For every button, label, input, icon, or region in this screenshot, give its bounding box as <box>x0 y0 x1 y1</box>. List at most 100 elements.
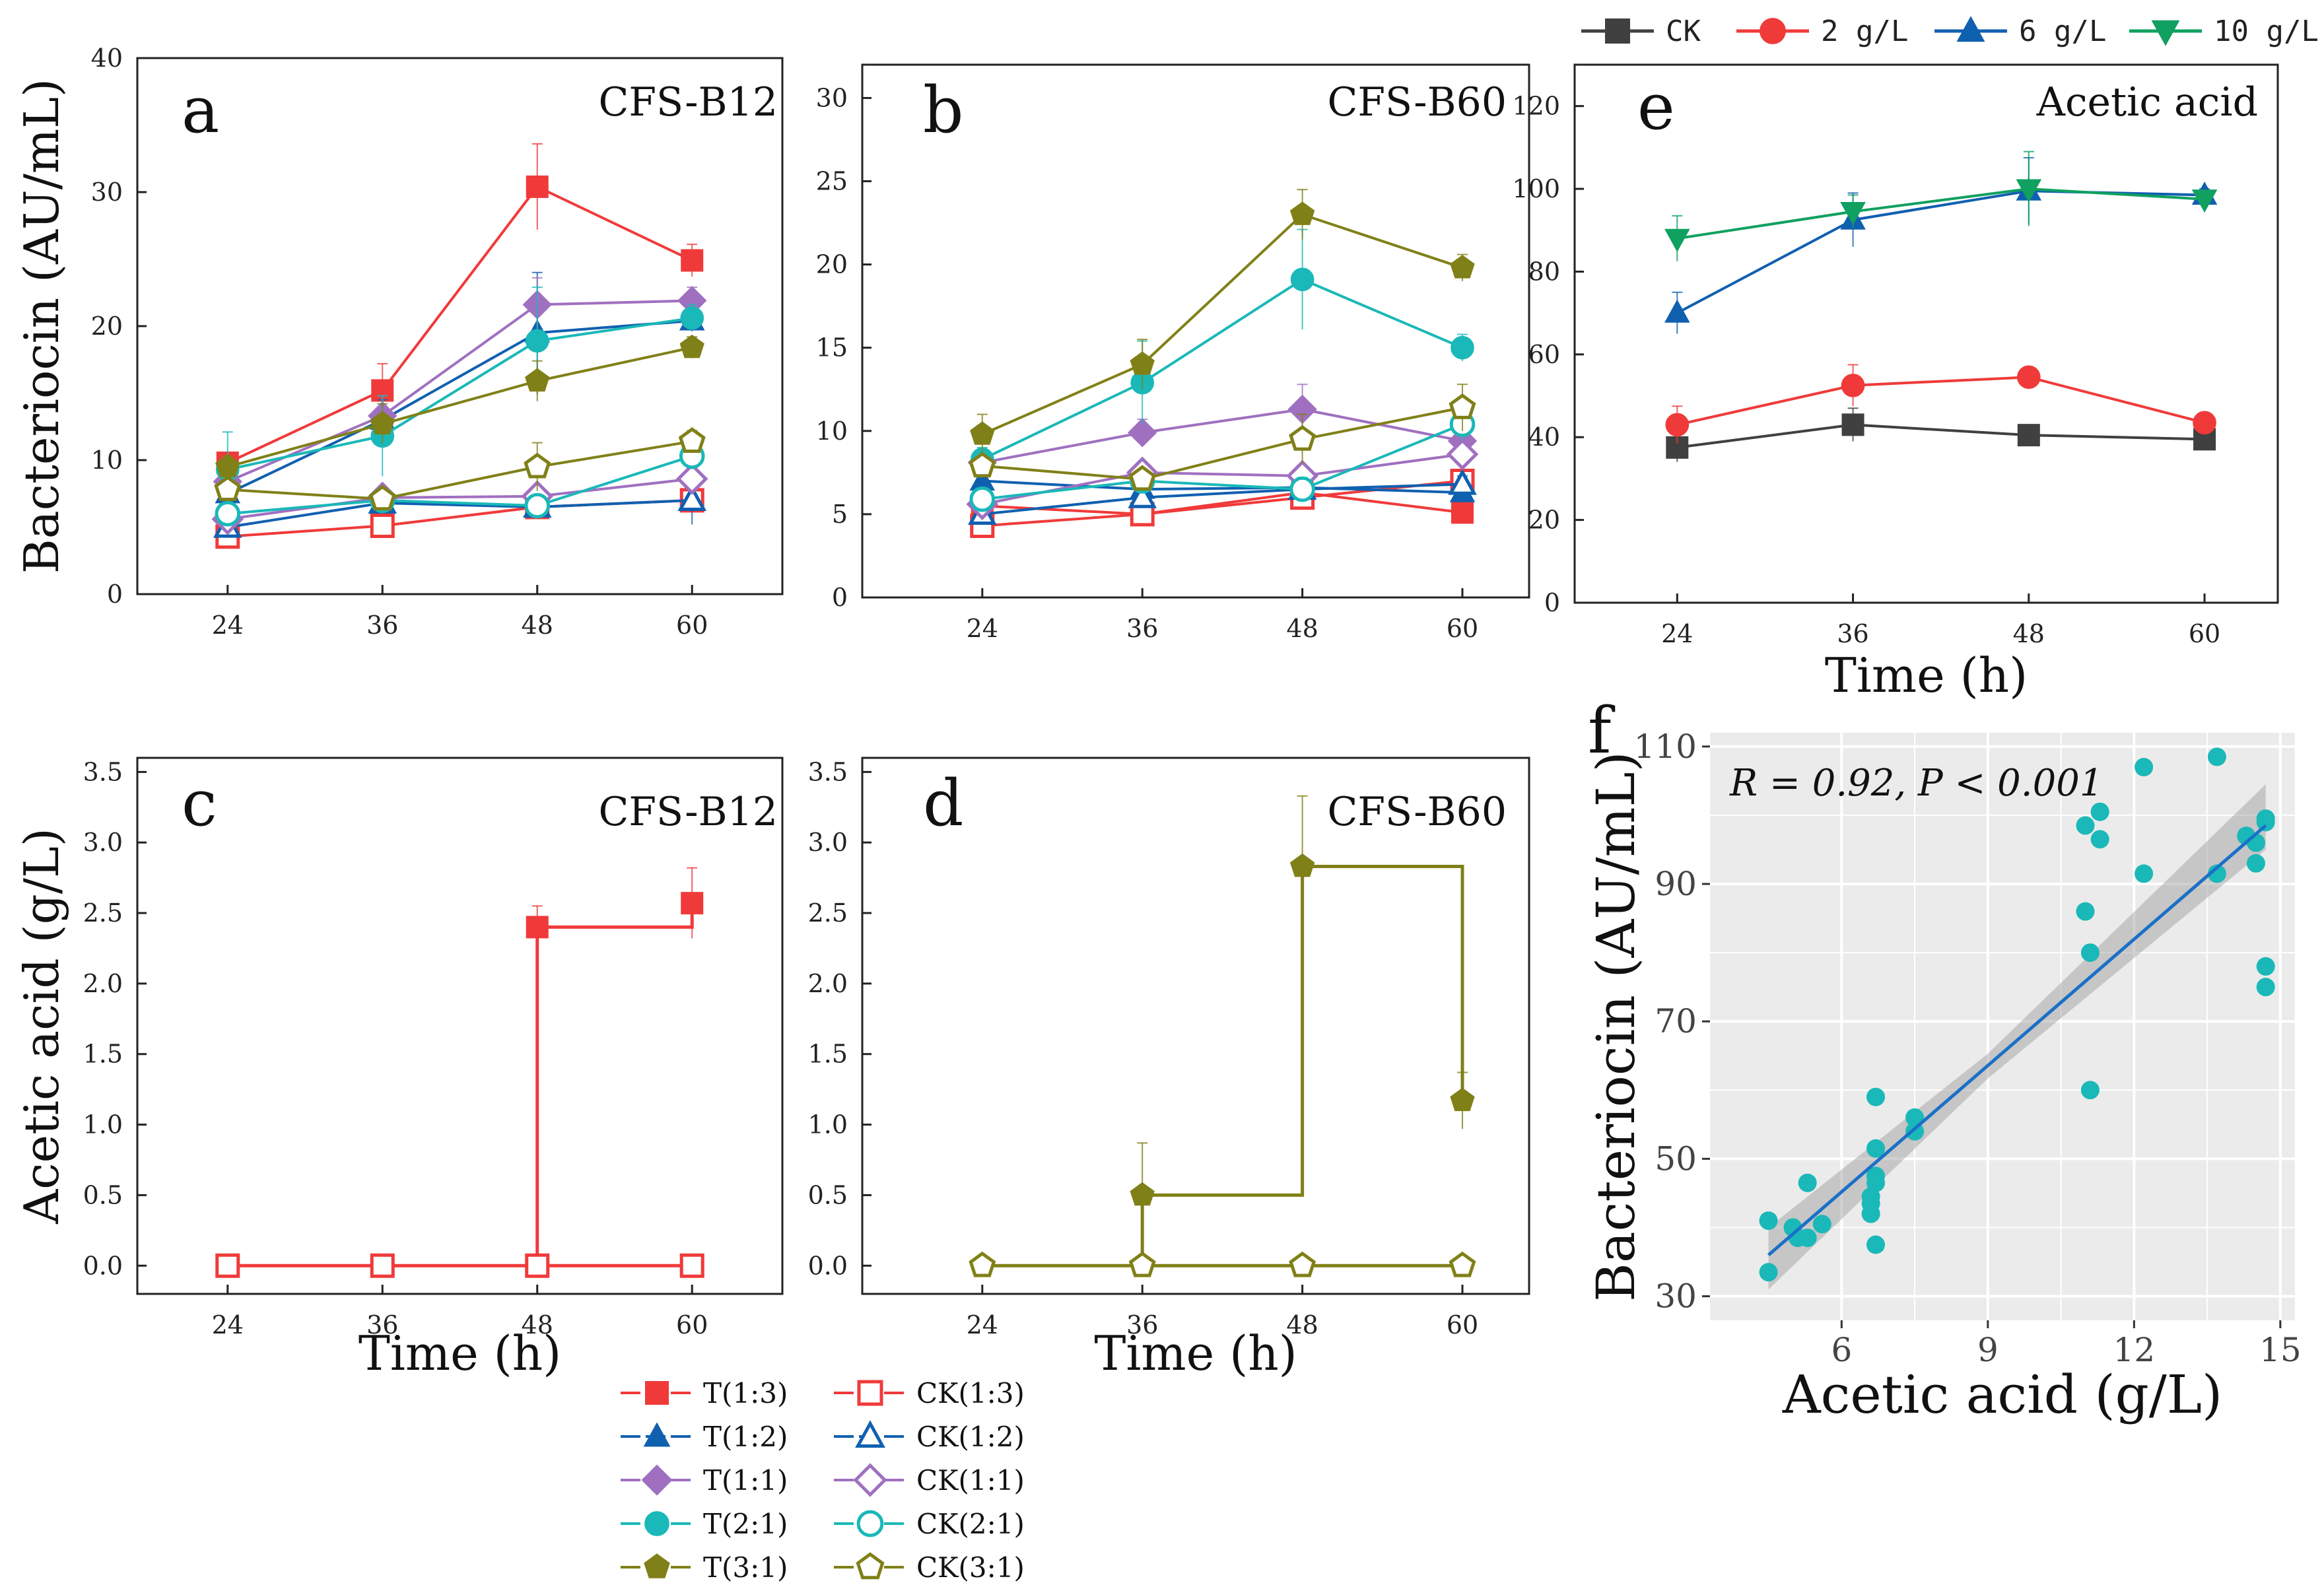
data-point <box>679 1253 704 1278</box>
scatter-point <box>2135 758 2154 777</box>
data-point <box>675 463 708 495</box>
series-T(1:3) <box>216 143 704 475</box>
series-T(1:3) <box>526 867 704 1266</box>
x-tick-label: 36 <box>366 1310 398 1339</box>
stats-annotation: R = 0.92, P < 0.001 <box>1729 762 2103 805</box>
data-point <box>970 421 995 445</box>
data-point <box>969 486 996 512</box>
series-2 g/L <box>1665 364 2216 444</box>
data-point <box>1289 853 1315 877</box>
scatter-point <box>2256 957 2275 976</box>
data-point <box>1840 201 1866 226</box>
legend-label: CK(1:3) <box>916 1377 1025 1409</box>
y-axis-label: Bacteriocin (AU/mL) <box>1585 751 1647 1302</box>
plot-frame <box>861 757 1530 1295</box>
x-tick-label: 48 <box>1286 614 1318 643</box>
y-tick-label: 50 <box>1655 1139 1697 1178</box>
panel-letter: c <box>182 766 217 840</box>
data-point <box>679 334 704 358</box>
legend-marker <box>853 1463 887 1497</box>
legend-label: CK <box>1666 15 1701 48</box>
data-point <box>1666 436 1689 459</box>
fit-line <box>1767 824 2267 1257</box>
data-point <box>1665 413 1690 437</box>
series-line <box>982 483 1463 516</box>
series-line <box>227 316 693 471</box>
data-point <box>677 485 707 511</box>
x-tick-label: 60 <box>676 611 708 640</box>
legend-item: T(3:1) <box>621 1551 788 1584</box>
panel-b: 24 36 48 60 0 5 10 15 20 25 30 b CFS-B60 <box>816 63 1530 643</box>
series-line <box>1676 189 2205 314</box>
x-tick-label: 15 <box>2259 1331 2302 1369</box>
series-line <box>227 477 693 521</box>
data-point <box>526 175 549 198</box>
data-point <box>370 1253 395 1278</box>
series-line <box>227 440 693 500</box>
data-point <box>2017 365 2041 389</box>
scatter-point <box>1866 1235 1886 1254</box>
series-line <box>1677 187 2205 240</box>
x-tick-label: 60 <box>2189 619 2220 648</box>
x-axis-label: Time (h) <box>359 1326 561 1381</box>
y-tick-label: 80 <box>1528 257 1560 286</box>
legends: T(1:3) CK(1:3) T(1:2) CK(1:2) T(1:1) CK(1:1) T… <box>621 15 2319 1584</box>
y-tick-label: 1.0 <box>808 1110 848 1139</box>
series-line <box>982 406 1463 481</box>
series-line <box>226 319 693 495</box>
data-point <box>681 249 704 272</box>
legend-label: 2 g/L <box>1821 15 1908 48</box>
scatter-point <box>2090 802 2109 821</box>
legend-marker <box>645 1381 669 1405</box>
series-line <box>227 455 693 516</box>
panel-title: CFS-B60 <box>1327 79 1507 125</box>
x-axis-label: Time (h) <box>1825 648 2028 703</box>
panel-letter: a <box>182 73 219 147</box>
data-point <box>1449 1251 1476 1277</box>
data-point <box>1130 1182 1155 1206</box>
legend-item: CK(1:3) <box>834 1377 1025 1409</box>
y-tick-label: 5 <box>832 500 848 529</box>
y-tick-label: 30 <box>91 178 123 207</box>
data-point <box>2016 179 2042 203</box>
data-point <box>526 916 549 939</box>
data-point <box>1449 393 1476 419</box>
panel-title: CFS-B60 <box>1327 789 1507 835</box>
data-point <box>1130 351 1155 375</box>
legend-item: T(2:1) <box>621 1508 788 1540</box>
x-tick-label: 48 <box>522 1310 553 1339</box>
y-tick-label: 0.0 <box>83 1251 123 1280</box>
y-tick-label: 1.5 <box>808 1040 848 1069</box>
series-T(3:1) <box>970 189 1475 455</box>
scatter-point <box>1905 1108 1925 1127</box>
plot-frame <box>861 63 1530 599</box>
y-axis-label: Acetic acid (g/L) <box>14 828 69 1225</box>
y-tick-label: 20 <box>816 250 848 279</box>
legend-item: T(1:3) <box>621 1377 788 1409</box>
y-tick-label: 0 <box>1544 588 1560 617</box>
legend-label: 10 g/L <box>2214 15 2319 48</box>
data-point <box>2017 424 2040 447</box>
legend-item: CK(1:1) <box>834 1463 1025 1497</box>
series-line <box>981 278 1463 461</box>
scatter-point <box>1759 1263 1778 1282</box>
data-point <box>1289 201 1315 225</box>
y-tick-label: 3.0 <box>808 828 848 857</box>
series-CK(3:1) <box>214 427 706 511</box>
legend-item: 2 g/L <box>1736 15 1908 48</box>
x-tick-label: 60 <box>676 1310 708 1339</box>
legend-label: T(2:1) <box>703 1508 788 1540</box>
y-tick-label: 0.5 <box>83 1180 123 1209</box>
scatter-point <box>1798 1229 1817 1248</box>
panel-e: 24 36 48 60 0 20 40 60 80 100 120 e Acetic acid Time … <box>1512 63 2279 703</box>
scatter-point <box>2090 830 2109 849</box>
y-tick-label: 3.0 <box>83 828 123 857</box>
confidence-band <box>1768 784 2266 1290</box>
legend-marker <box>855 1420 885 1448</box>
legend-label: T(3:1) <box>703 1551 788 1584</box>
series-T(2:1) <box>971 228 1474 471</box>
x-tick-label: 24 <box>212 611 244 640</box>
panel-letter: b <box>923 73 963 147</box>
data-point <box>368 485 396 511</box>
